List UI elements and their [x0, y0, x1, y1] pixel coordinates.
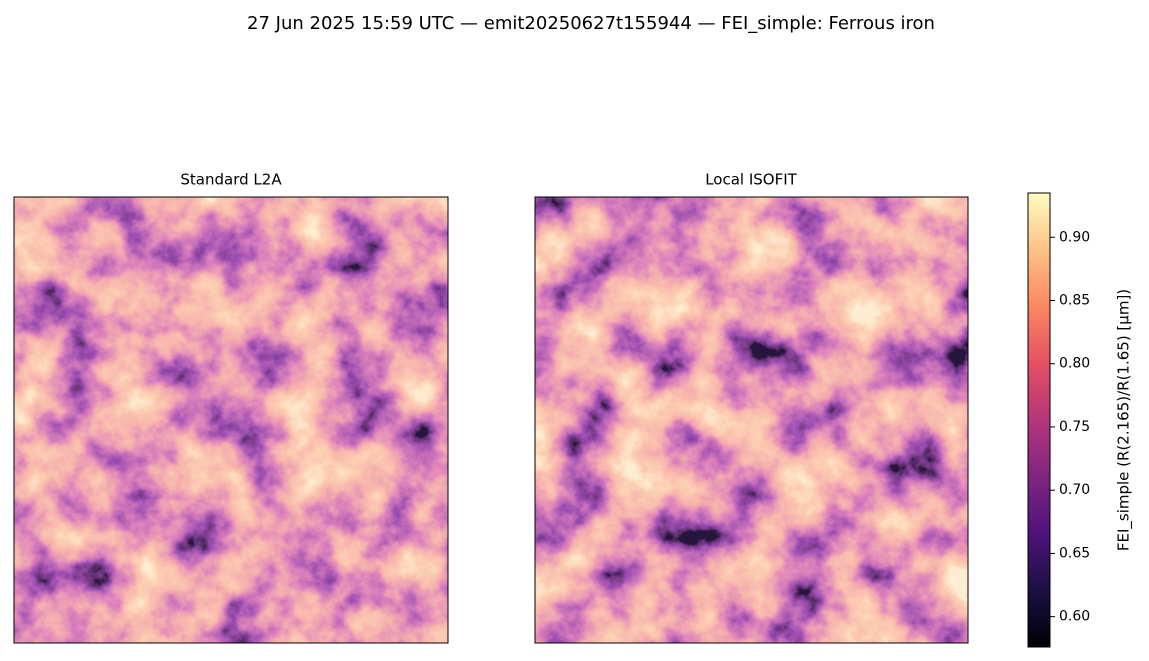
colorbar-tick-label: 0.65 — [1059, 545, 1090, 561]
image — [14, 197, 448, 643]
colorbar-tick-label: 0.75 — [1059, 419, 1090, 435]
colorbar-tick-label: 0.60 — [1059, 609, 1090, 625]
panel-title: Standard L2A — [180, 171, 282, 189]
frame — [13, 196, 449, 644]
figure-title: 27 Jun 2025 15:59 UTC — emit20250627t155… — [247, 13, 935, 34]
colorbar-tick-label: 0.70 — [1059, 482, 1090, 498]
colorbar-tick-label: 0.85 — [1059, 292, 1090, 308]
frame — [534, 196, 969, 644]
panel: Local ISOFIT — [534, 171, 969, 644]
colorbar-tick-label: 0.80 — [1059, 356, 1090, 372]
colorbar — [1027, 192, 1051, 648]
colorbar-tick-label: 0.90 — [1059, 229, 1090, 245]
panel: Standard L2A — [13, 171, 449, 644]
image — [535, 197, 968, 643]
colorbar-label: FEI_simple (R(2.165)/R(1.65) [µm]) — [1115, 289, 1134, 551]
panel-title: Local ISOFIT — [705, 171, 797, 189]
